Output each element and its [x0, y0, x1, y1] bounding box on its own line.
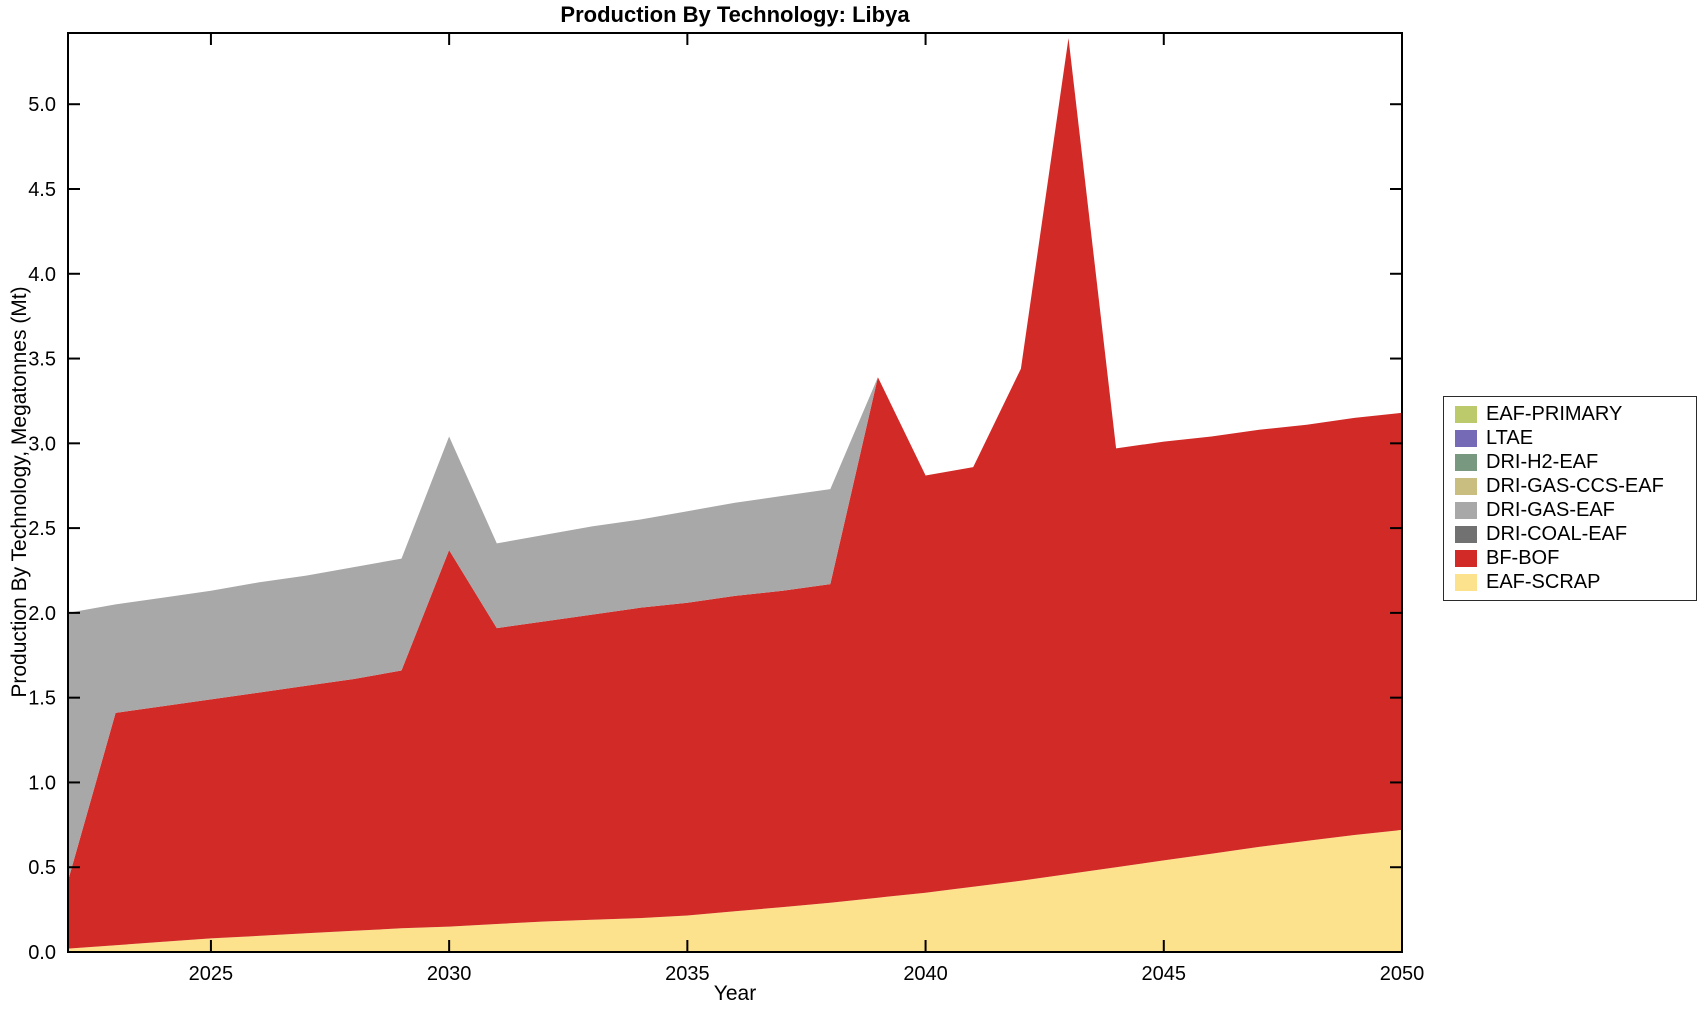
- x-tick-label: 2040: [903, 963, 948, 985]
- x-tick-label: 2050: [1380, 963, 1425, 985]
- area-dri-gas-eaf: [68, 38, 1402, 881]
- legend-label: DRI-GAS-EAF: [1486, 499, 1615, 521]
- legend-label: LTAE: [1486, 427, 1534, 449]
- legend-swatch: [1455, 454, 1477, 471]
- y-tick-label: 4.0: [28, 264, 56, 286]
- legend-swatch: [1455, 574, 1477, 591]
- y-tick-label: 1.0: [28, 772, 56, 794]
- legend-label: DRI-H2-EAF: [1486, 451, 1599, 473]
- y-tick-label: 0.5: [28, 857, 56, 879]
- legend-swatch: [1455, 406, 1477, 423]
- x-tick-label: 2030: [427, 963, 472, 985]
- legend-label: EAF-PRIMARY: [1486, 403, 1623, 425]
- legend-item-ltae: LTAE: [1455, 427, 1685, 449]
- legend-item-eaf-scrap: EAF-SCRAP: [1455, 571, 1685, 593]
- y-tick-label: 2.0: [28, 603, 56, 625]
- legend-swatch: [1455, 526, 1477, 543]
- legend-swatch: [1455, 478, 1477, 495]
- x-axis-label: Year: [713, 982, 757, 1005]
- legend-swatch: [1455, 502, 1477, 519]
- legend-swatch: [1455, 550, 1477, 567]
- x-tick-label: 2035: [665, 963, 710, 985]
- legend-label: EAF-SCRAP: [1486, 571, 1601, 593]
- legend-label: BF-BOF: [1486, 547, 1560, 569]
- legend-label: DRI-COAL-EAF: [1486, 523, 1628, 545]
- legend-item-bf-bof: BF-BOF: [1455, 547, 1685, 569]
- x-tick-label: 2025: [189, 963, 234, 985]
- legend-item-dri-gas-eaf: DRI-GAS-EAF: [1455, 499, 1685, 521]
- legend-item-dri-coal-eaf: DRI-COAL-EAF: [1455, 523, 1685, 545]
- y-tick-label: 1.5: [28, 688, 56, 710]
- legend-swatch: [1455, 430, 1477, 447]
- y-tick-label: 0.0: [28, 942, 56, 964]
- legend-label: DRI-GAS-CCS-EAF: [1486, 475, 1664, 497]
- y-tick-label: 3.0: [28, 433, 56, 455]
- plot-border: [67, 32, 1403, 953]
- legend-item-dri-h2-eaf: DRI-H2-EAF: [1455, 451, 1685, 473]
- y-tick-label: 2.5: [28, 518, 56, 540]
- y-tick-label: 3.5: [28, 349, 56, 371]
- area-eaf-scrap: [68, 829, 1402, 952]
- legend-item-eaf-primary: EAF-PRIMARY: [1455, 403, 1685, 425]
- legend-item-dri-gas-ccs-eaf: DRI-GAS-CCS-EAF: [1455, 475, 1685, 497]
- x-tick-label: 2045: [1142, 963, 1187, 985]
- area-bf-bof: [68, 38, 1402, 949]
- y-tick-label: 4.5: [28, 179, 56, 201]
- y-tick-label: 5.0: [28, 94, 56, 116]
- chart-title: Production By Technology: Libya: [560, 2, 910, 27]
- legend-box: EAF-PRIMARY LTAE DRI-H2-EAF DRI-GAS-CCS-EAF…: [1443, 396, 1697, 601]
